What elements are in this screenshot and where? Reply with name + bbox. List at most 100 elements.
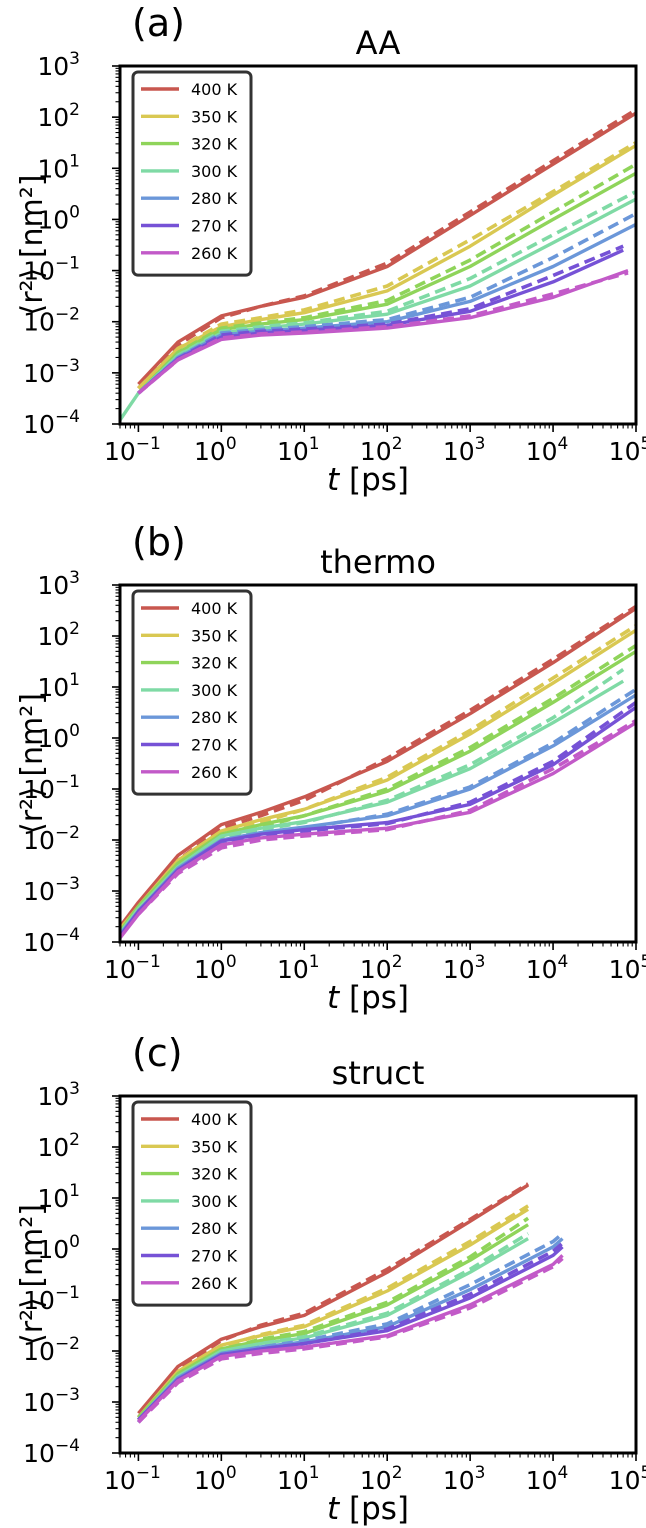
x-tick-label: 101 bbox=[277, 952, 320, 984]
y-tick-exponent: −4 bbox=[55, 1436, 80, 1456]
legend: 400 K 350 K 320 K 300 K 280 K 270 K 260 K bbox=[131, 70, 253, 277]
y-tick-exponent: −4 bbox=[55, 407, 80, 427]
y-tick-label: 10−3 bbox=[23, 1385, 80, 1417]
legend-label: 350 K bbox=[191, 107, 238, 126]
x-tick-exponent: 4 bbox=[558, 434, 569, 454]
x-tick-exponent: 0 bbox=[226, 1463, 237, 1483]
y-tick-exponent: −4 bbox=[55, 925, 80, 945]
y-tick-label: 10−4 bbox=[23, 407, 80, 439]
panel-title: struct bbox=[332, 1054, 425, 1092]
legend: 400 K 350 K 320 K 300 K 280 K 270 K 260 K bbox=[131, 589, 253, 796]
y-tick-exponent: −2 bbox=[55, 1334, 80, 1354]
legend-label: 300 K bbox=[191, 1192, 238, 1211]
x-tick-label: 100 bbox=[194, 952, 237, 984]
legend-label: 270 K bbox=[191, 1247, 238, 1266]
legend-label: 270 K bbox=[191, 736, 238, 755]
plot-frame bbox=[118, 1094, 638, 1455]
y-tick-label: 10−1 bbox=[23, 772, 80, 804]
x-tick-label: 105 bbox=[609, 952, 646, 984]
y-tick-exponent: 3 bbox=[69, 568, 80, 588]
series-line-400k-dashed bbox=[137, 1182, 530, 1419]
x-tick-label: 100 bbox=[194, 1463, 237, 1495]
x-tick-exponent: 5 bbox=[640, 434, 646, 454]
series-line-350k-dashed bbox=[137, 140, 636, 390]
x-tick-label: 10−1 bbox=[104, 1463, 161, 1495]
y-tick-label: 10−4 bbox=[23, 925, 80, 957]
x-tick-label: 103 bbox=[443, 952, 486, 984]
chart-panel-2: 10−1 100 101 102 103 104 10510−410−310−210−110… bbox=[15, 520, 646, 1016]
x-tick-exponent: 5 bbox=[640, 1463, 646, 1483]
x-axis-label-symbol: t bbox=[327, 980, 341, 1016]
legend-label: 260 K bbox=[191, 1274, 238, 1293]
y-tick-label: 100 bbox=[37, 721, 80, 753]
y-tick-label: 103 bbox=[37, 568, 80, 600]
x-axis-label-symbol: t bbox=[327, 462, 341, 498]
x-tick-label: 101 bbox=[277, 1463, 320, 1495]
x-tick-exponent: 5 bbox=[640, 952, 646, 972]
legend-label: 400 K bbox=[191, 1110, 238, 1129]
y-tick-exponent: 1 bbox=[69, 151, 80, 171]
x-tick-exponent: 3 bbox=[475, 1463, 486, 1483]
series-group bbox=[137, 1182, 564, 1424]
y-tick-label: 102 bbox=[37, 100, 80, 132]
legend-label: 260 K bbox=[191, 244, 238, 263]
x-tick-label: 105 bbox=[609, 434, 646, 466]
chart-panel-3: 10−1 100 101 102 103 104 10510−410−310−210−110… bbox=[15, 1031, 646, 1527]
y-tick-exponent: 2 bbox=[69, 1130, 80, 1150]
y-tick-exponent: 1 bbox=[69, 670, 80, 690]
y-tick-exponent: 2 bbox=[69, 100, 80, 120]
x-tick-exponent: 0 bbox=[226, 434, 237, 454]
series-line-260k-solid bbox=[137, 268, 629, 395]
x-tick-label: 105 bbox=[609, 1463, 646, 1495]
series-line-260k-dashed bbox=[137, 718, 636, 916]
legend-label: 400 K bbox=[191, 80, 238, 99]
legend-label: 270 K bbox=[191, 217, 238, 236]
x-tick-exponent: −1 bbox=[136, 1463, 161, 1483]
series-line-260k-dashed bbox=[137, 1257, 564, 1424]
legend: 400 K 350 K 320 K 300 K 280 K 270 K 260 K bbox=[131, 1100, 253, 1307]
series-line-320k-dashed bbox=[137, 1216, 530, 1421]
x-axis-label: t [ps] bbox=[327, 980, 409, 1016]
x-axis-label-unit: [ps] bbox=[339, 980, 409, 1016]
y-tick-exponent: 0 bbox=[69, 721, 80, 741]
x-tick-exponent: 4 bbox=[558, 1463, 569, 1483]
y-tick-exponent: −2 bbox=[55, 305, 80, 325]
panel-title: AA bbox=[356, 24, 401, 62]
x-tick-label: 10−1 bbox=[104, 434, 161, 466]
y-tick-label: 102 bbox=[37, 1130, 80, 1162]
y-tick-exponent: 2 bbox=[69, 619, 80, 639]
legend-label: 280 K bbox=[191, 708, 238, 727]
x-tick-label: 100 bbox=[194, 434, 237, 466]
series-line-260k-solid bbox=[120, 721, 636, 940]
y-tick-exponent: −2 bbox=[55, 823, 80, 843]
x-tick-exponent: 1 bbox=[309, 952, 320, 972]
x-axis-label-unit: [ps] bbox=[339, 1491, 409, 1527]
x-tick-exponent: 1 bbox=[309, 434, 320, 454]
y-tick-exponent: −1 bbox=[55, 772, 80, 792]
x-tick-label: 104 bbox=[526, 952, 569, 984]
series-group bbox=[120, 108, 636, 421]
x-tick-exponent: 2 bbox=[392, 434, 403, 454]
y-tick-exponent: 0 bbox=[69, 1232, 80, 1252]
x-tick-label: 104 bbox=[526, 1463, 569, 1495]
x-tick-exponent: 1 bbox=[309, 1463, 320, 1483]
x-tick-exponent: 3 bbox=[475, 952, 486, 972]
panel-title: thermo bbox=[320, 543, 436, 581]
x-tick-exponent: −1 bbox=[136, 952, 161, 972]
x-tick-exponent: −1 bbox=[136, 434, 161, 454]
plot-frame bbox=[118, 583, 638, 944]
y-tick-exponent: −1 bbox=[55, 254, 80, 274]
y-tick-label: 103 bbox=[37, 49, 80, 81]
y-tick-exponent: 3 bbox=[69, 1079, 80, 1099]
y-tick-exponent: 1 bbox=[69, 1181, 80, 1201]
x-tick-label: 10−1 bbox=[104, 952, 161, 984]
panel-label: (a) bbox=[132, 1, 185, 45]
x-axis-label-symbol: t bbox=[327, 1491, 341, 1527]
y-tick-exponent: −3 bbox=[55, 356, 80, 376]
y-tick-exponent: 3 bbox=[69, 49, 80, 69]
legend-label: 260 K bbox=[191, 763, 238, 782]
legend-label: 400 K bbox=[191, 599, 238, 618]
plot-frame bbox=[118, 64, 638, 426]
x-tick-exponent: 2 bbox=[392, 952, 403, 972]
